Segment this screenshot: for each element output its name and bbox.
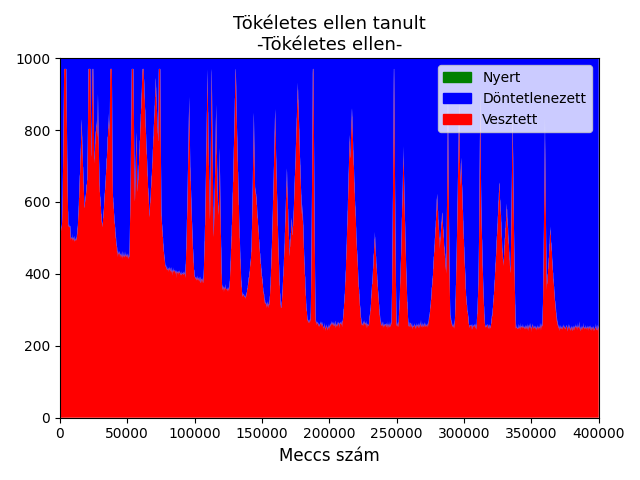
Legend: Nyert, Döntetlenezett, Vesztett: Nyert, Döntetlenezett, Vesztett xyxy=(438,65,592,132)
X-axis label: Meccs szám: Meccs szám xyxy=(279,447,380,465)
Title: Tökéletes ellen tanult
-Tökéletes ellen-: Tökéletes ellen tanult -Tökéletes ellen- xyxy=(233,15,426,54)
